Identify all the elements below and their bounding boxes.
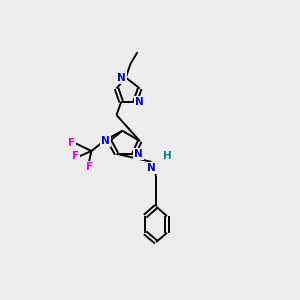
Text: H: H	[163, 151, 172, 161]
Text: F: F	[85, 162, 93, 172]
Text: N: N	[101, 136, 110, 146]
Text: F: F	[71, 151, 79, 161]
Text: N: N	[135, 97, 144, 107]
Text: N: N	[117, 73, 126, 82]
Text: N: N	[147, 163, 156, 173]
Text: F: F	[68, 138, 75, 148]
Text: N: N	[134, 149, 143, 159]
